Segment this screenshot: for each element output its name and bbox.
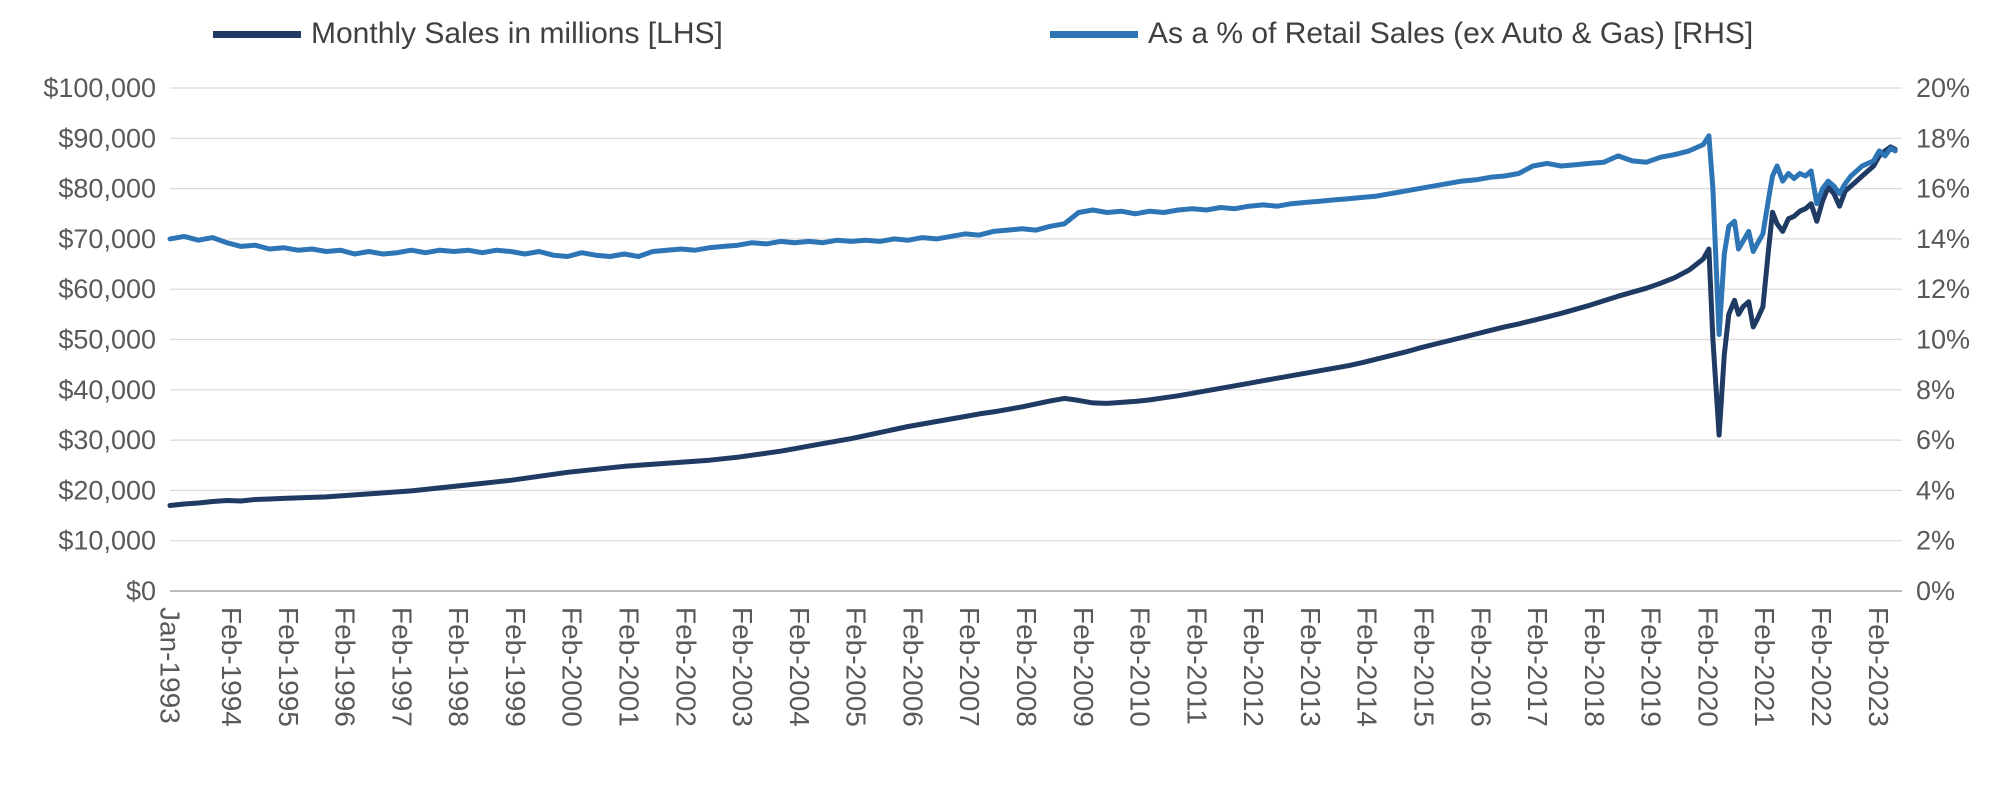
legend-line-swatch-pct-retail-sales bbox=[1050, 30, 1138, 38]
series-line-monthly-sales bbox=[167, 144, 1898, 508]
x-axis-tick-label: Feb-2023 bbox=[1863, 607, 1894, 727]
x-axis-tick-label: Feb-2003 bbox=[727, 607, 758, 727]
x-axis-tick-label: Feb-2020 bbox=[1692, 607, 1723, 727]
y-axis-left-tick-label: $40,000 bbox=[58, 375, 156, 405]
legend-label-monthly-sales: Monthly Sales in millions [LHS] bbox=[311, 17, 723, 50]
x-axis-tick-label: Feb-2016 bbox=[1465, 607, 1496, 727]
y-axis-left-tick-label: $80,000 bbox=[58, 174, 156, 204]
x-axis-tick-label: Feb-2000 bbox=[557, 607, 588, 727]
y-axis-left-tick-label: $10,000 bbox=[58, 526, 156, 556]
x-axis-tick-label: Feb-2007 bbox=[954, 607, 985, 727]
x-axis-tick-label: Feb-2011 bbox=[1181, 607, 1212, 725]
y-axis-left-tick-label: $100,000 bbox=[43, 73, 156, 103]
x-axis-tick-label: Feb-2013 bbox=[1295, 607, 1326, 727]
y-axis-left-tick-label: $30,000 bbox=[58, 425, 156, 455]
legend-item-monthly-sales: Monthly Sales in millions [LHS] bbox=[213, 17, 723, 51]
legend-label-pct-retail-sales: As a % of Retail Sales (ex Auto & Gas) [… bbox=[1148, 17, 1754, 50]
x-axis-tick-label: Feb-1998 bbox=[443, 607, 474, 727]
x-axis-tick-label: Feb-2009 bbox=[1068, 607, 1099, 727]
x-axis-tick-label: Feb-2019 bbox=[1636, 607, 1667, 727]
x-axis-tick-label: Feb-1994 bbox=[216, 607, 247, 727]
x-axis-tick-label: Feb-1996 bbox=[330, 607, 361, 727]
y-axis-right-tick-label: 2% bbox=[1916, 526, 1955, 556]
y-axis-right-tick-label: 20% bbox=[1916, 73, 1970, 103]
y-axis-right-tick-label: 12% bbox=[1916, 274, 1970, 304]
x-axis-tick-label: Feb-2008 bbox=[1011, 607, 1042, 727]
x-axis-tick-label: Feb-2006 bbox=[897, 607, 928, 727]
x-axis-tick-label: Feb-2018 bbox=[1579, 607, 1610, 727]
series-line-pct-retail-sales bbox=[167, 133, 1898, 337]
y-axis-right-tick-label: 0% bbox=[1916, 576, 1955, 606]
y-axis-left-tick-label: $70,000 bbox=[58, 224, 156, 254]
y-axis-right-tick-label: 14% bbox=[1916, 224, 1970, 254]
y-axis-right-tick-label: 4% bbox=[1916, 475, 1955, 505]
y-axis-right-tick-label: 6% bbox=[1916, 425, 1955, 455]
legend-line-swatch-monthly-sales bbox=[213, 30, 301, 38]
x-axis-tick-label: Feb-2012 bbox=[1238, 607, 1269, 727]
y-axis-left-tick-label: $60,000 bbox=[58, 274, 156, 304]
x-axis-tick-label: Feb-1999 bbox=[500, 607, 531, 727]
legend-item-pct-retail-sales: As a % of Retail Sales (ex Auto & Gas) [… bbox=[1050, 17, 1753, 51]
x-axis-tick-label: Feb-2014 bbox=[1352, 607, 1383, 727]
y-axis-left-tick-label: $0 bbox=[126, 576, 156, 606]
x-axis-tick-label: Feb-2021 bbox=[1749, 607, 1780, 727]
y-axis-right-tick-label: 18% bbox=[1916, 123, 1970, 153]
y-axis-left-tick-label: $50,000 bbox=[58, 325, 156, 355]
x-axis-tick-label: Feb-1995 bbox=[273, 607, 304, 727]
x-axis-tick-label: Feb-1997 bbox=[386, 607, 417, 727]
x-axis-tick-label: Feb-2017 bbox=[1522, 607, 1553, 727]
x-axis-tick-label: Feb-2001 bbox=[614, 607, 645, 727]
x-axis-tick-label: Feb-2015 bbox=[1409, 607, 1440, 727]
x-axis-tick-label: Feb-2010 bbox=[1125, 607, 1156, 727]
y-axis-left-tick-label: $20,000 bbox=[58, 475, 156, 505]
x-axis-tick-label: Feb-2005 bbox=[841, 607, 872, 727]
x-axis-tick-label: Feb-2004 bbox=[784, 607, 815, 727]
x-axis-tick-label: Feb-2022 bbox=[1806, 607, 1837, 727]
y-axis-right-tick-label: 16% bbox=[1916, 174, 1970, 204]
x-axis-tick-label: Jan-1993 bbox=[155, 607, 186, 724]
y-axis-left-tick-label: $90,000 bbox=[58, 123, 156, 153]
y-axis-right-tick-label: 10% bbox=[1916, 325, 1970, 355]
x-axis-tick-label: Feb-2002 bbox=[670, 607, 701, 727]
y-axis-right-tick-label: 8% bbox=[1916, 375, 1955, 405]
